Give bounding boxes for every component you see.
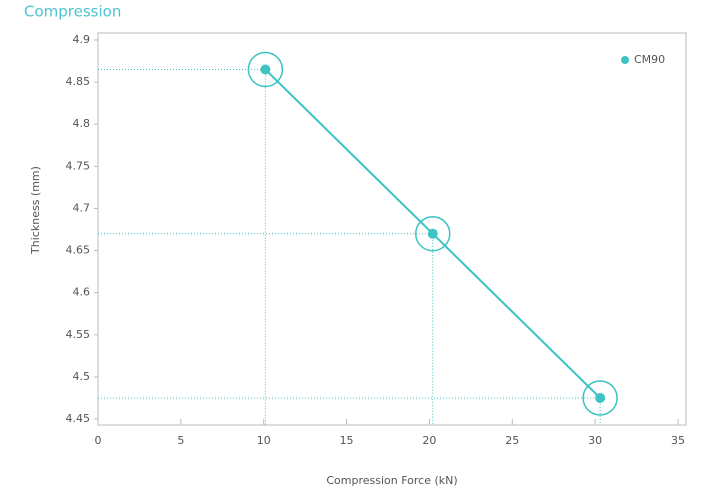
x-tick-label: 25 [505,434,519,447]
y-tick-label: 4.5 [73,370,91,383]
plot-frame [97,32,687,426]
x-axis-label: Compression Force (kN) [326,474,457,487]
x-tick-label: 15 [340,434,354,447]
y-tick-label: 4.85 [66,75,91,88]
x-tick-label: 35 [671,434,685,447]
y-tick-label: 4.75 [66,159,91,172]
y-tick-label: 4.9 [73,33,91,46]
legend-label: CM90 [634,53,665,66]
x-tick-label: 30 [588,434,602,447]
y-tick-label: 4.65 [66,244,91,257]
point-ring [414,215,451,252]
y-axis-label: Thickness (mm) [29,166,42,255]
y-tick-label: 4.6 [73,286,91,299]
x-tick-label: 0 [95,434,102,447]
chart-title: Compression [24,3,121,21]
x-tick-label: 5 [177,434,184,447]
y-tick-label: 4.7 [73,201,91,214]
x-tick-label: 20 [422,434,436,447]
point [427,228,438,239]
y-tick-label: 4.8 [73,117,91,130]
y-tick-label: 4.45 [66,412,91,425]
point-ring [247,51,284,88]
x-tick-label: 10 [257,434,271,447]
y-tick-label: 4.55 [66,328,91,341]
point [595,392,606,403]
point [260,64,271,75]
legend-marker [621,56,629,64]
point-ring [582,380,618,416]
